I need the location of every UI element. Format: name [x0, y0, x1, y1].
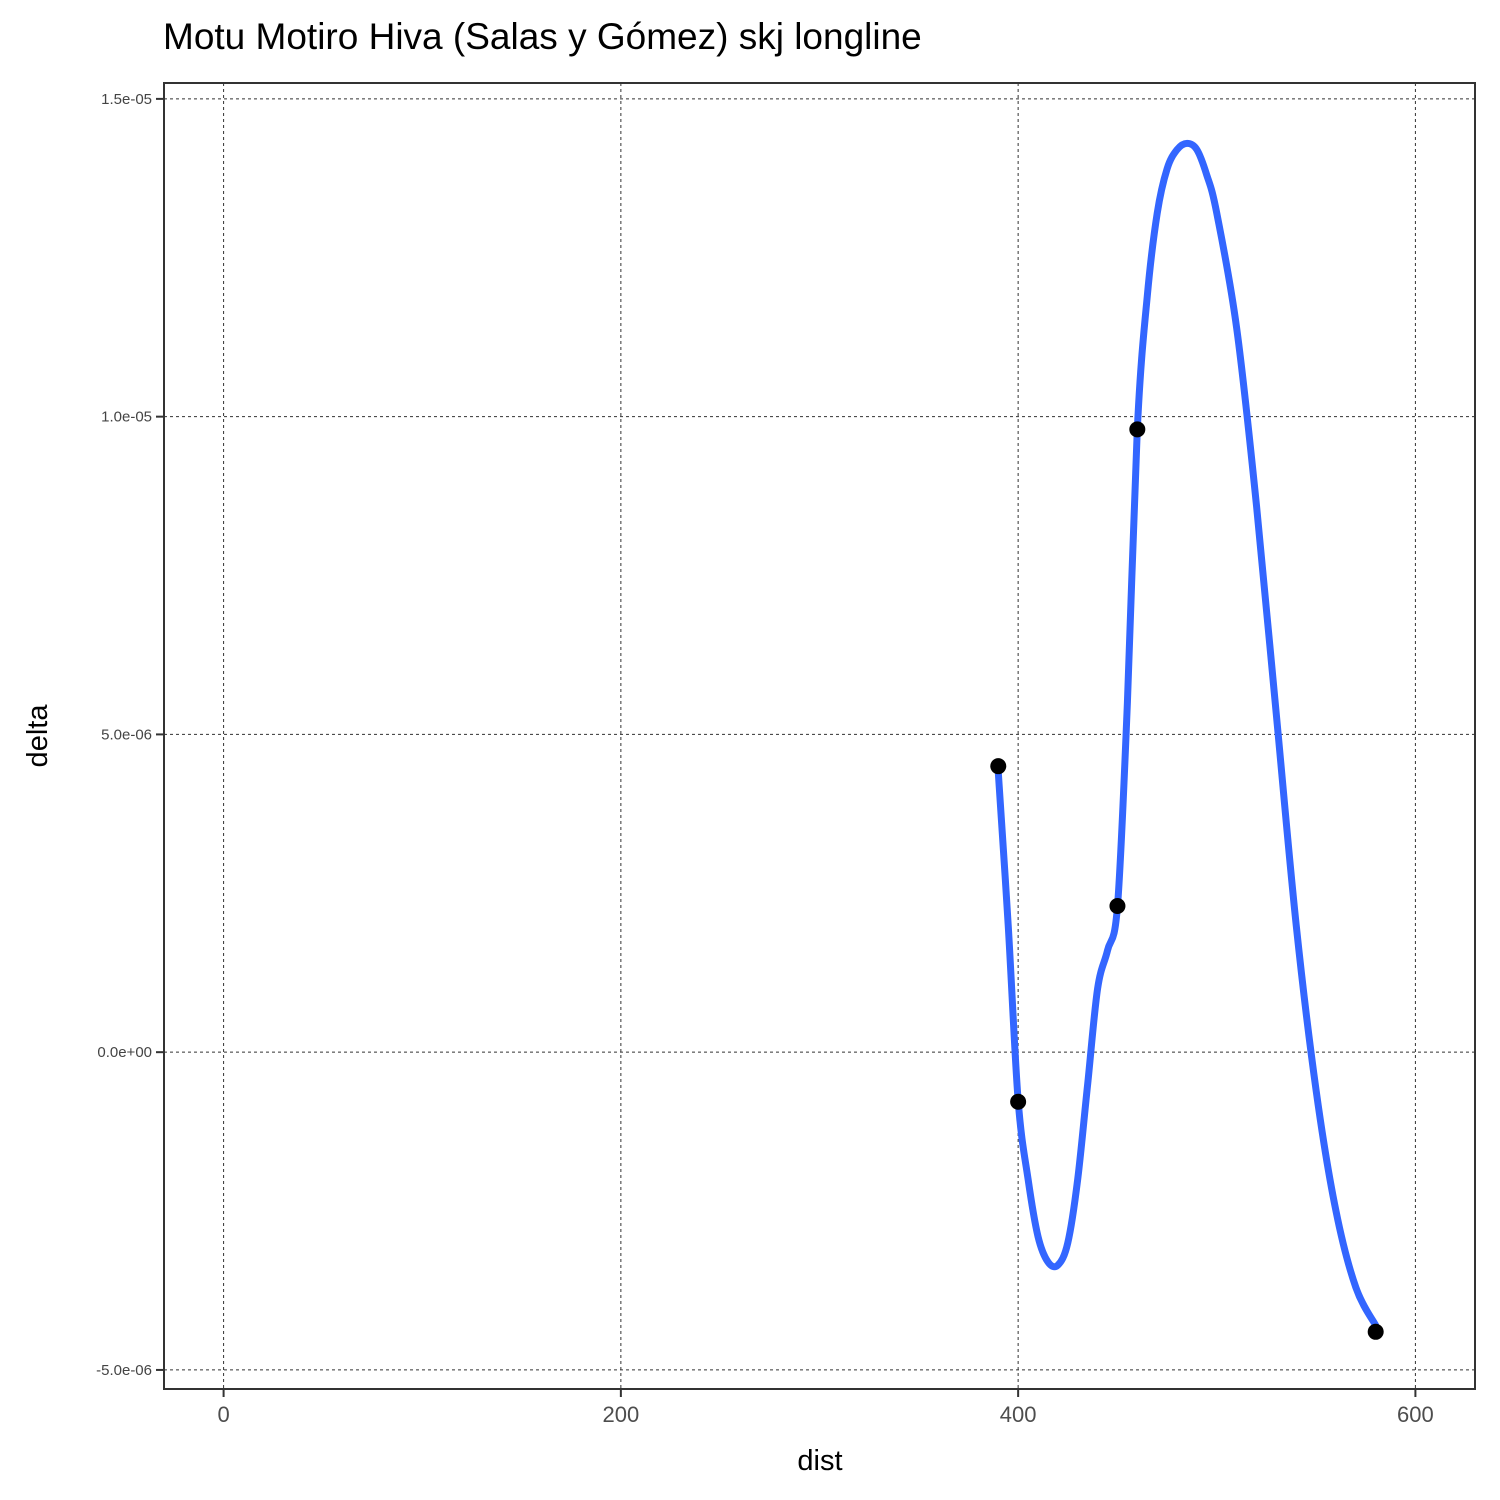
smooth-curve-layer [994, 139, 1380, 1329]
axis-ticks: 0 200 400 600 -5.0e-06 0.0e+00 5.0e-06 1.0e-05 1… [96, 91, 1434, 1427]
y-tick-label: 1.5e-05 [101, 91, 152, 108]
y-axis-title: delta [22, 704, 54, 768]
grid-lines [164, 83, 1475, 1389]
x-tick-label: 600 [1397, 1402, 1434, 1427]
y-tick-label: 5.0e-06 [101, 726, 152, 743]
x-tick-label: 400 [1000, 1402, 1037, 1427]
y-tick-label: 1.0e-05 [101, 409, 152, 426]
data-point [1129, 421, 1146, 438]
chart-title: Motu Motiro Hiva (Salas y Gómez) skj lon… [163, 16, 922, 57]
x-tick-label: 200 [603, 1402, 640, 1427]
y-tick-label: -5.0e-06 [96, 1362, 152, 1379]
y-tick-label: 0.0e+00 [97, 1044, 152, 1061]
data-point [990, 758, 1007, 775]
x-axis-title: dist [797, 1445, 842, 1477]
data-points [990, 421, 1384, 1340]
plot-panel-border [163, 82, 1476, 1390]
x-tick-label: 0 [217, 1402, 229, 1427]
data-point [1367, 1323, 1384, 1340]
smooth-line [994, 139, 1380, 1329]
data-point [1109, 898, 1126, 915]
data-point [1010, 1093, 1027, 1110]
